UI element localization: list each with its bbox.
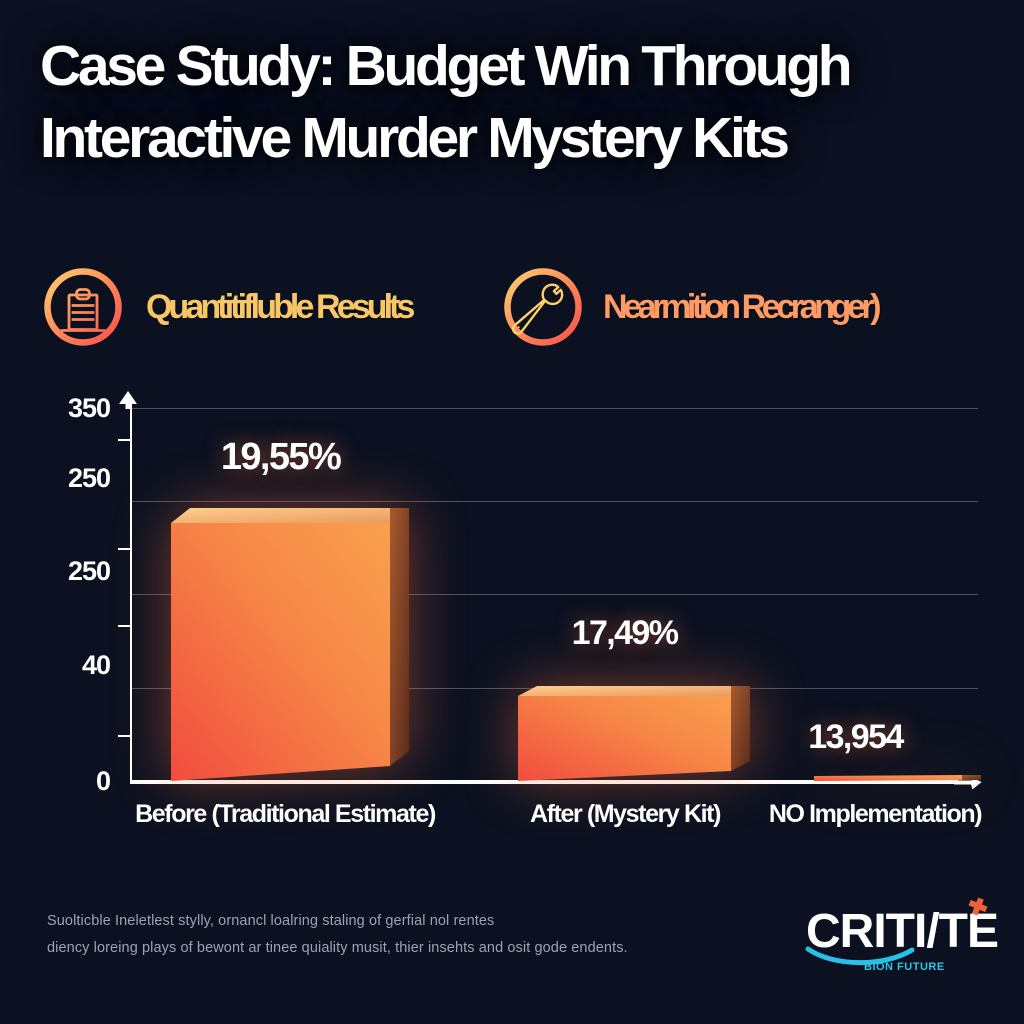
svg-text:CRITI/TE: CRITI/TE: [806, 905, 998, 958]
